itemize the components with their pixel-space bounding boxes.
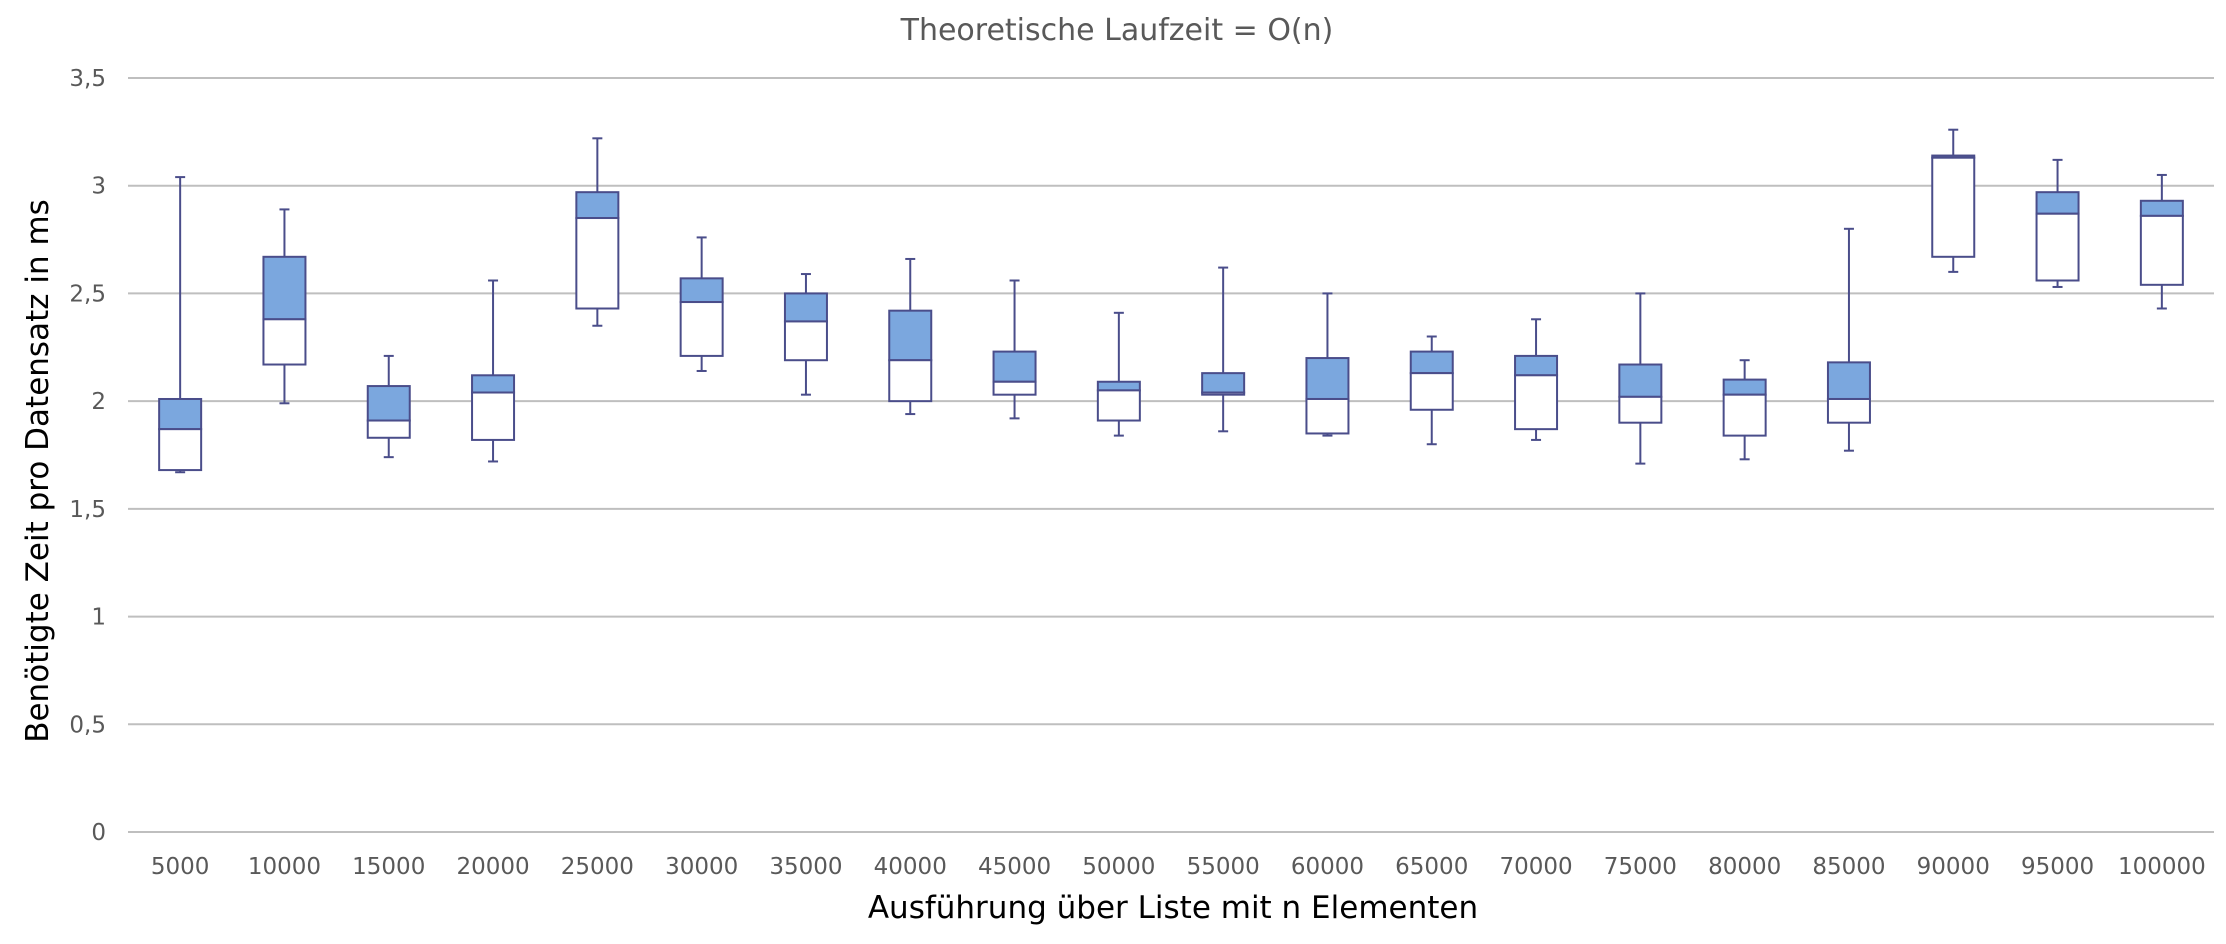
box-plot-50000 [1096,311,1141,437]
upper-quartile-box [2035,191,2080,215]
box-plot-20000 [471,279,516,463]
box-plot-5000 [158,176,203,474]
x-tick-label: 5000 [151,854,210,880]
box-plot-85000 [1826,227,1871,452]
box-plot-75000 [1618,292,1663,465]
x-tick-label: 50000 [1082,854,1155,880]
box-plot-35000 [783,273,828,396]
upper-quartile-box [679,277,724,304]
x-tick-label: 80000 [1708,854,1781,880]
lower-quartile-box [1305,397,1350,435]
chart-title: Theoretische Laufzeit = O(n) [900,13,1334,48]
x-axis-title: Ausführung über Liste mit n Elementen [868,890,1478,926]
lower-quartile-box [1931,156,1976,258]
lower-quartile-box [888,359,933,403]
x-tick-label: 60000 [1291,854,1364,880]
x-tick-label: 20000 [456,854,529,880]
y-tick-label: 3,5 [69,66,106,92]
x-tick-label: 65000 [1395,854,1468,880]
lower-quartile-box [158,428,203,472]
x-tick-label: 10000 [248,854,321,880]
lower-quartile-box [2139,214,2184,286]
lower-quartile-box [471,391,516,441]
lower-quartile-box [1096,389,1141,422]
lower-quartile-box [1201,391,1246,396]
lower-quartile-box [1514,374,1559,431]
box-plot-45000 [992,279,1037,420]
x-tick-label: 55000 [1187,854,1260,880]
x-axis-tick-labels: 5000 10000 15000 20000 25000 30000 35000 40000 4… [151,854,2206,880]
lower-quartile-box [262,318,307,366]
y-tick-label: 0,5 [69,712,106,738]
y-tick-label: 0 [91,820,106,846]
lower-quartile-box [783,320,828,362]
box-plot-40000 [888,257,933,416]
box-plot-90000 [1931,128,1976,273]
upper-quartile-box [1305,357,1350,400]
box-plot-30000 [679,236,724,372]
upper-quartile-box [783,292,828,323]
upper-quartile-box [366,385,411,422]
box-plot-60000 [1305,292,1350,437]
x-tick-label: 75000 [1604,854,1677,880]
lower-quartile-box [1722,393,1767,437]
y-tick-label: 3 [91,174,106,200]
upper-quartile-box [992,350,1037,383]
x-tick-label: 95000 [2021,854,2094,880]
upper-quartile-box [262,255,307,321]
lower-quartile-box [2035,212,2080,282]
x-tick-label: 30000 [665,854,738,880]
y-axis-title: Benötigte Zeit pro Datensatz in ms [20,199,56,743]
x-tick-label: 25000 [561,854,634,880]
lower-quartile-box [366,419,411,439]
upper-quartile-box [1514,354,1559,377]
box-series [158,128,2184,474]
lower-quartile-box [679,301,724,357]
gridlines [128,77,2214,833]
box-plot-65000 [1409,335,1454,446]
upper-quartile-box [1409,350,1454,375]
upper-quartile-box [158,397,203,431]
box-plot-55000 [1201,266,1246,433]
upper-quartile-box [1096,380,1141,392]
y-tick-label: 2,5 [69,281,106,307]
x-tick-label: 35000 [769,854,842,880]
upper-quartile-box [575,191,620,220]
x-tick-label: 45000 [978,854,1051,880]
x-tick-label: 100000 [2118,854,2206,880]
x-tick-label: 70000 [1499,854,1572,880]
lower-quartile-box [575,217,620,310]
box-plot-25000 [575,137,620,327]
box-plot-70000 [1514,318,1559,441]
box-plot-15000 [366,354,411,459]
box-plot-95000 [2035,158,2080,288]
x-tick-label: 15000 [352,854,425,880]
y-axis-tick-labels: 0 0,5 1 1,5 2 2,5 3 3,5 [69,66,106,846]
upper-quartile-box [1618,363,1663,398]
x-tick-label: 90000 [1917,854,1990,880]
y-tick-label: 2 [91,389,106,415]
upper-quartile-box [2139,199,2184,217]
x-tick-label: 85000 [1812,854,1885,880]
upper-quartile-box [888,309,933,362]
upper-quartile-box [1722,378,1767,396]
upper-quartile-box [471,374,516,394]
box-plot-80000 [1722,359,1767,461]
upper-quartile-box [1826,361,1871,400]
lower-quartile-box [1826,397,1871,424]
box-plot-10000 [262,208,307,405]
y-tick-label: 1 [91,605,106,631]
lower-quartile-box [1409,372,1454,411]
upper-quartile-box [1201,372,1246,394]
box-plot-100000 [2139,173,2184,310]
y-tick-label: 1,5 [69,497,106,523]
lower-quartile-box [1618,395,1663,424]
x-tick-label: 40000 [874,854,947,880]
lower-quartile-box [992,380,1037,396]
